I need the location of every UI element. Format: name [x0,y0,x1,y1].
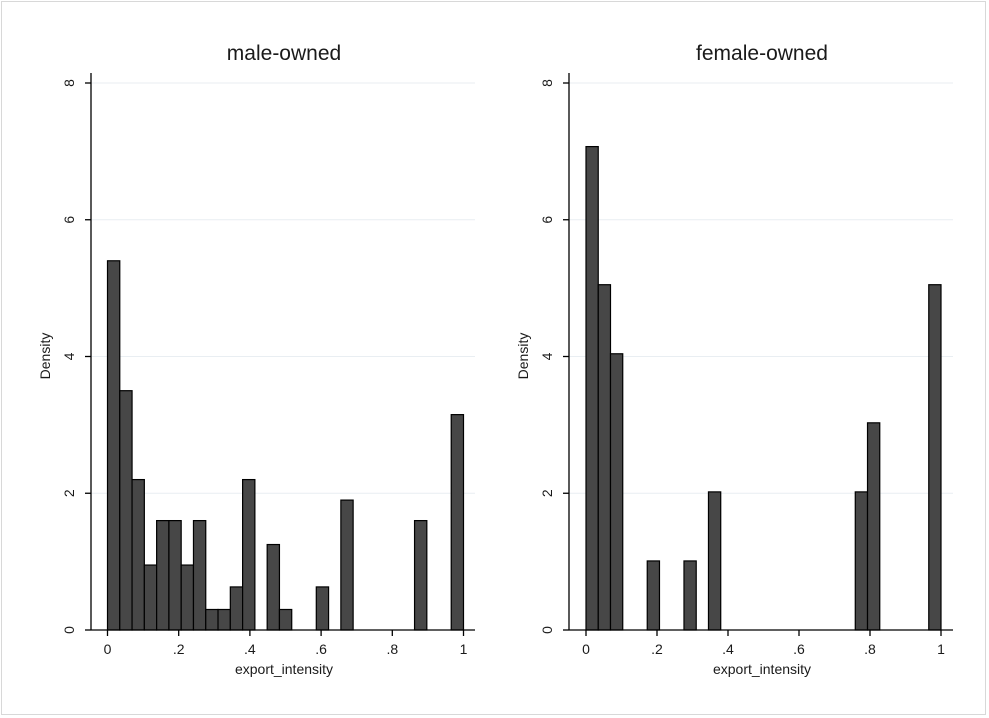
histogram-bar [683,560,697,631]
y-tick-label: 0 [539,626,555,634]
x-axis-label: export_intensity [235,661,333,677]
x-tick-label: .2 [651,641,663,657]
histogram-bar [278,608,293,631]
histogram-bar [315,586,330,631]
histogram-bar [106,260,121,631]
histogram-bar [646,560,661,631]
histogram-bar [413,519,428,631]
y-axis-label: Density [515,333,531,380]
histogram-bar [217,608,231,631]
y-tick-label: 2 [61,489,77,497]
x-tick-label: .4 [722,641,734,657]
histogram-bar [131,478,145,631]
histogram-bar [707,491,722,631]
histogram-bar [156,519,170,631]
x-tick-label: .2 [173,641,185,657]
histogram-bar [585,145,599,631]
y-tick-label: 6 [61,216,77,224]
x-axis-label: export_intensity [713,661,811,677]
x-tick-label: 1 [937,641,945,657]
histogram-bar [866,422,881,631]
x-tick-label: 0 [582,641,590,657]
y-tick-label: 2 [539,489,555,497]
y-tick-label: 8 [539,79,555,87]
histogram-bar [266,543,281,631]
histogram-bar [229,586,244,631]
x-tick-label: .6 [315,641,327,657]
x-tick-label: 1 [460,641,468,657]
histogram-bar [180,564,195,631]
histogram-bar [168,519,182,631]
y-axis-label: Density [37,333,53,380]
y-tick-label: 6 [539,216,555,224]
y-tick-label: 0 [61,626,77,634]
histogram-bar [450,414,465,631]
x-tick-label: .4 [244,641,256,657]
y-tick-label: 4 [539,352,555,360]
histogram-bar [340,499,354,631]
panel-title: female-owned [696,42,828,65]
histogram-bar [609,353,624,631]
x-tick-label: .8 [864,641,876,657]
histogram-bar [854,491,869,631]
x-tick-label: .6 [793,641,805,657]
y-tick-label: 8 [61,79,77,87]
y-tick-label: 4 [61,352,77,360]
histogram-bar [192,519,207,631]
histogram-panel-1: 0 2 4 6 8 0 .2 .4 .6 .8 1 male-owned export_intensit… [37,42,475,677]
histogram-bar [928,284,942,631]
histogram-bar [119,390,133,631]
x-tick-label: .8 [386,641,398,657]
histogram-bar [242,478,256,631]
histogram-panel-2: 0 2 4 6 8 0 .2 .4 .6 .8 1 female-owned export_intens… [515,42,953,677]
histogram-bar [205,608,219,631]
panel-title: male-owned [227,42,341,65]
histogram-bar [597,284,612,631]
histogram-bar [143,564,158,631]
x-tick-label: 0 [104,641,112,657]
